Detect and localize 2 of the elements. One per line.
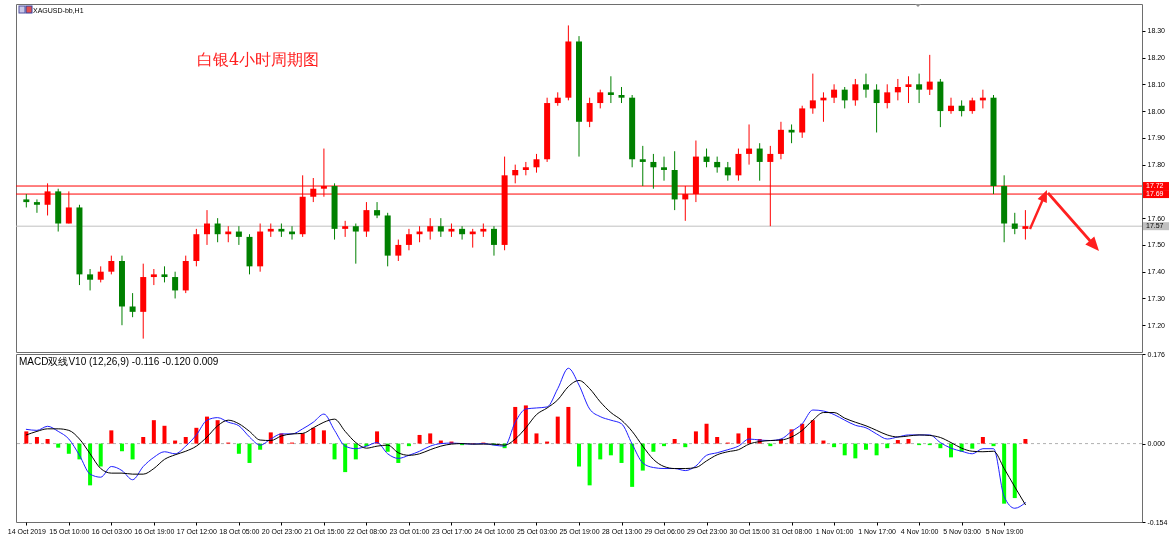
- text: 白银4小时周期图: [197, 50, 320, 69]
- chart-title: MACD双线V10 (12,26,9) -0.116 -0.120 0.009: [19, 356, 219, 367]
